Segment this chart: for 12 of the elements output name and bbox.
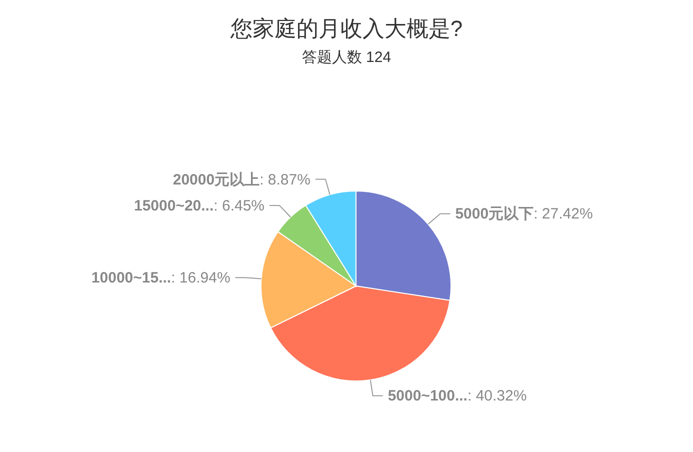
slice-label: 5000~100... bbox=[388, 388, 468, 405]
data-label: : 6.45% bbox=[214, 198, 265, 215]
chart-subtitle: 答题人数 124 bbox=[300, 48, 392, 67]
slice-label: 10000~15... bbox=[91, 270, 172, 287]
data-label: : 27.42% bbox=[534, 206, 593, 223]
slice-label: 15000~20... bbox=[134, 198, 214, 215]
slice-label: 20000元以上 bbox=[172, 171, 260, 188]
data-label: : 16.94% bbox=[171, 270, 230, 287]
data-label: : 40.32% bbox=[467, 388, 527, 405]
slice-label: 5000元以下 bbox=[455, 206, 534, 223]
data-label: : 8.87% bbox=[260, 171, 310, 188]
chart-title: 您家庭的月收入大概是? bbox=[229, 15, 464, 43]
